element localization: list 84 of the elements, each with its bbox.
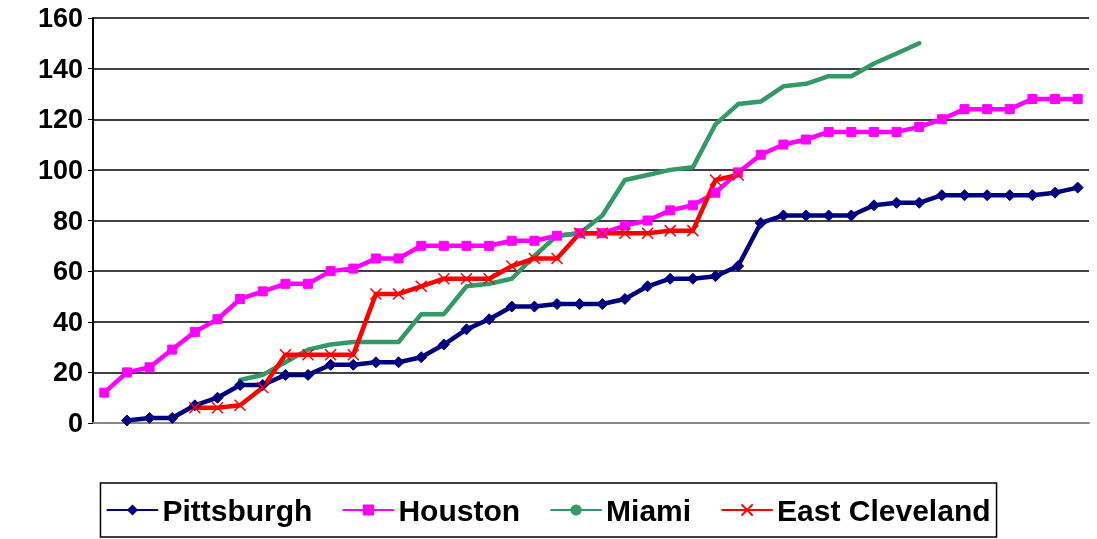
- point: [823, 126, 834, 137]
- point: [257, 286, 268, 297]
- point: [211, 401, 224, 415]
- legend-label: Miami: [606, 493, 692, 527]
- point: [1072, 94, 1083, 104]
- point: [369, 287, 383, 301]
- legend-label: East Cleveland: [777, 493, 991, 527]
- point: [460, 272, 473, 285]
- point: [686, 224, 700, 237]
- point: [233, 399, 247, 412]
- point: [99, 387, 110, 398]
- point: [891, 126, 902, 137]
- point: [552, 230, 563, 241]
- point: [235, 293, 246, 304]
- point: [1027, 94, 1038, 104]
- point: [280, 278, 291, 289]
- point: [414, 280, 428, 293]
- y-tick-label: 160: [37, 3, 83, 33]
- point: [370, 253, 381, 264]
- legend-label: Pittsburgh: [162, 493, 313, 527]
- y-tick-label: 80: [52, 205, 83, 236]
- point: [324, 348, 337, 361]
- point: [347, 348, 360, 361]
- point: [641, 226, 654, 240]
- point: [641, 280, 654, 293]
- point: [868, 126, 879, 137]
- point: [528, 252, 541, 265]
- point: [619, 220, 630, 231]
- point: [461, 240, 472, 251]
- point: [1004, 104, 1015, 115]
- point: [415, 351, 428, 364]
- point: [914, 121, 925, 132]
- y-tick-label: 20: [52, 357, 83, 388]
- point: [665, 205, 676, 216]
- y-tick-label: 100: [37, 154, 83, 185]
- point: [663, 224, 677, 237]
- point: [144, 362, 155, 373]
- point: [936, 114, 947, 125]
- point: [687, 200, 698, 211]
- point: [483, 313, 496, 326]
- point: [416, 240, 427, 251]
- point: [731, 168, 745, 182]
- point: [709, 173, 722, 187]
- point: [801, 134, 812, 145]
- point: [211, 391, 224, 404]
- point: [348, 263, 359, 274]
- legend-label: Houston: [398, 493, 521, 527]
- y-tick-label: 140: [37, 53, 83, 84]
- y-tick-label: 40: [52, 306, 83, 337]
- point: [506, 235, 517, 246]
- point: [301, 348, 315, 361]
- point: [778, 139, 789, 150]
- point: [1071, 181, 1084, 194]
- point: [437, 338, 450, 351]
- point: [505, 259, 519, 273]
- point: [618, 226, 632, 240]
- point: [982, 104, 993, 115]
- point: [754, 217, 767, 230]
- point: [642, 215, 653, 226]
- point: [121, 367, 132, 378]
- point: [437, 272, 451, 285]
- point: [438, 240, 449, 251]
- point: [189, 326, 200, 337]
- point: [1050, 94, 1061, 104]
- point: [393, 253, 404, 264]
- y-tick-label: 60: [52, 256, 83, 287]
- point: [550, 252, 564, 265]
- y-tick-label: 0: [67, 408, 83, 438]
- y-tick-label: 120: [37, 104, 83, 135]
- point: [959, 104, 970, 115]
- point: [710, 187, 721, 198]
- point: [303, 278, 314, 289]
- point: [529, 235, 540, 246]
- point: [167, 344, 178, 355]
- point: [325, 266, 336, 277]
- point: [460, 323, 473, 336]
- point: [392, 287, 405, 301]
- point: [482, 272, 496, 285]
- point: [755, 149, 766, 160]
- point: [846, 126, 857, 137]
- point: [732, 260, 745, 273]
- point: [484, 240, 495, 251]
- point: [279, 348, 292, 361]
- point: [212, 314, 223, 325]
